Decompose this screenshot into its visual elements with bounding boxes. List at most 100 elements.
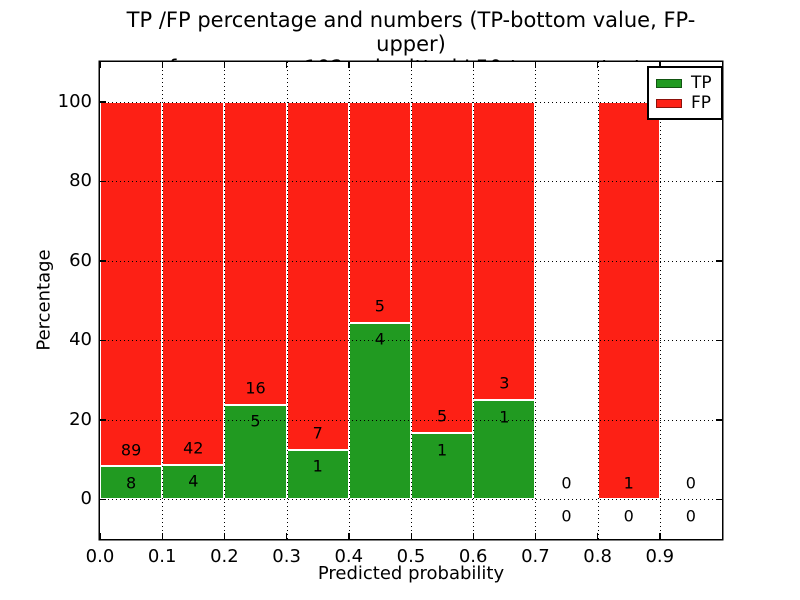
tp-count-label: 5 <box>250 411 261 431</box>
gridline-v-0.3 <box>286 62 288 539</box>
gridline-v-0.2 <box>224 62 226 539</box>
gridline-v-0.9 <box>659 62 661 539</box>
fp-count-label: 89 <box>120 440 142 460</box>
tp-count-label: 1 <box>312 456 323 476</box>
x-axis-label: Predicted probability <box>317 563 505 584</box>
x-tick-bottom-0.0 <box>99 533 101 539</box>
x-tick-label-0.4: 0.4 <box>334 546 364 567</box>
x-tick-label-0.0: 0.0 <box>85 546 115 567</box>
fp-count-label: 0 <box>685 473 696 493</box>
x-tick-bottom-0.6 <box>472 533 475 539</box>
fp-bar-0.4-0.5 <box>348 101 411 323</box>
fp-count-label: 5 <box>437 406 448 426</box>
fp-count-label: 5 <box>374 296 385 316</box>
gridline-v-0.7 <box>535 62 537 539</box>
gridline-v-0.6 <box>473 62 475 539</box>
tp-legend-swatch-icon <box>656 78 682 88</box>
x-tick-top-0.5 <box>410 62 412 68</box>
x-tick-label-0.5: 0.5 <box>396 546 426 567</box>
y-tick-left-100 <box>100 101 106 103</box>
y-tick-right-40 <box>716 339 722 342</box>
tp-count-label: 0 <box>685 506 696 526</box>
tp-count-label: 0 <box>623 506 634 526</box>
fp-legend-swatch-icon <box>656 98 682 108</box>
fp-count-label: 16 <box>245 378 266 398</box>
y-tick-label-60: 60 <box>69 249 92 271</box>
x-tick-label-0.3: 0.3 <box>272 546 301 567</box>
fp-legend-label: FP <box>691 93 712 113</box>
x-tick-label-0.8: 0.8 <box>583 546 612 567</box>
x-tick-top-0.1 <box>161 62 164 68</box>
y-tick-label-20: 20 <box>69 408 92 430</box>
y-tick-left-0 <box>100 498 106 501</box>
x-tick-bottom-0.7 <box>534 533 537 539</box>
y-tick-right-80 <box>716 180 722 183</box>
x-tick-label-0.2: 0.2 <box>210 546 239 567</box>
tp-legend-label: TP <box>691 73 712 93</box>
fp-bar-0.2-0.3 <box>224 101 287 405</box>
x-tick-top-0.0 <box>99 62 101 68</box>
chart-title-line1: TP /FP percentage and numbers (TP-bottom… <box>126 8 696 56</box>
y-tick-right-60 <box>716 260 722 262</box>
x-tick-label-0.7: 0.7 <box>521 546 550 567</box>
x-tick-bottom-0.2 <box>223 533 226 539</box>
fp-count-label: 7 <box>312 423 323 443</box>
y-tick-left-40 <box>100 339 106 342</box>
tp-count-label: 8 <box>126 473 137 493</box>
x-tick-top-0.8 <box>597 62 599 68</box>
tp-bar-0.1-0.2 <box>162 464 225 500</box>
fp-count-label: 42 <box>183 438 204 458</box>
fp-count-label: 1 <box>623 473 634 493</box>
tp-count-label: 1 <box>437 440 448 460</box>
tp-bar-0.3-0.4 <box>286 449 349 500</box>
y-tick-left-20 <box>100 419 106 421</box>
x-tick-top-0.4 <box>348 62 350 68</box>
x-tick-label-0.6: 0.6 <box>458 546 488 567</box>
x-tick-label-0.9: 0.9 <box>645 546 675 567</box>
y-tick-label-100: 100 <box>57 90 92 112</box>
x-tick-top-0.7 <box>534 62 537 68</box>
fp-bar-0.5-0.6 <box>411 101 474 433</box>
tp-count-label: 1 <box>499 407 510 427</box>
y-tick-label-0: 0 <box>80 488 92 510</box>
legend-item-fp: FP <box>656 93 712 113</box>
x-tick-bottom-0.5 <box>410 533 412 539</box>
x-tick-top-0.2 <box>223 62 226 68</box>
gridline-v-0.1 <box>162 62 164 539</box>
x-tick-bottom-0.4 <box>348 533 350 539</box>
x-tick-bottom-0.1 <box>161 533 164 539</box>
fp-bar-0.6-0.7 <box>473 101 536 400</box>
fp-count-label: 3 <box>499 373 510 393</box>
tp-bar-0.4-0.5 <box>348 322 411 500</box>
x-tick-bottom-0.8 <box>597 533 599 539</box>
gridline-v-0.5 <box>411 62 412 539</box>
fp-count-label: 0 <box>561 473 572 493</box>
fp-bar-0.1-0.2 <box>162 101 225 465</box>
tp-bar-0.5-0.6 <box>411 433 474 500</box>
fp-bar-0.3-0.4 <box>286 101 349 450</box>
gridline-v-0.8 <box>597 62 599 539</box>
gridline-v-0.4 <box>348 62 350 539</box>
y-tick-label-40: 40 <box>69 329 92 351</box>
y-tick-right-0 <box>716 498 722 501</box>
y-tick-left-60 <box>100 260 106 262</box>
y-tick-label-80: 80 <box>69 170 92 192</box>
y-tick-left-80 <box>100 180 106 183</box>
plot-area: TP FP 89 8 42 4 16 5 7 1 5 4 5 1 3 1 0 0 1 0 0 0 <box>99 62 723 539</box>
legend-item-tp: TP <box>656 73 712 93</box>
x-tick-bottom-0.3 <box>286 533 288 539</box>
x-tick-label-0.1: 0.1 <box>147 546 177 567</box>
x-tick-top-0.6 <box>472 62 475 68</box>
tp-count-label: 0 <box>561 506 572 526</box>
tp-count-label: 4 <box>188 471 199 491</box>
tp-count-label: 4 <box>374 329 385 349</box>
x-tick-top-0.3 <box>286 62 288 68</box>
x-tick-bottom-0.9 <box>659 533 661 539</box>
legend: TP FP <box>647 66 723 120</box>
fp-bar-0.8-0.9 <box>597 101 660 500</box>
y-tick-right-20 <box>716 419 722 421</box>
tp-bar-0-0.1 <box>100 466 163 500</box>
x-tick-top-0.9 <box>659 62 661 68</box>
fp-bar-0-0.1 <box>100 101 163 467</box>
